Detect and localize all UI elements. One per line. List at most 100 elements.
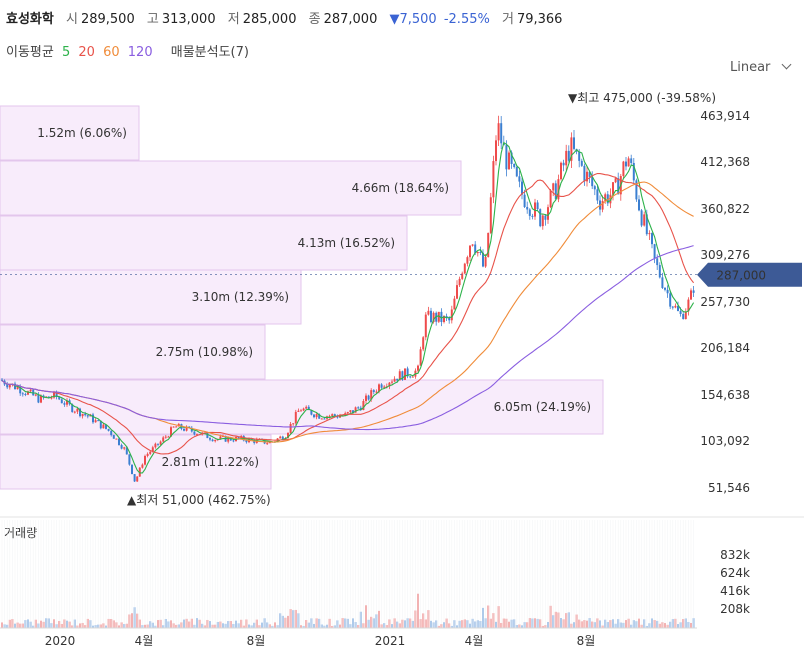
y-tick-label: 103,092 bbox=[700, 434, 750, 448]
candle-body bbox=[73, 411, 76, 413]
candle-body bbox=[294, 411, 297, 424]
candle-body bbox=[79, 408, 81, 417]
ma-label[interactable]: 이동평균 bbox=[6, 45, 54, 60]
candle-body bbox=[679, 310, 682, 314]
candle-body bbox=[219, 436, 222, 439]
candle-body bbox=[526, 206, 529, 210]
candle-body bbox=[396, 378, 399, 381]
candle-body bbox=[567, 150, 570, 161]
candle-body bbox=[586, 171, 588, 182]
candle-body bbox=[211, 439, 214, 442]
candle-body bbox=[622, 161, 625, 177]
volume-profile-label[interactable]: 매물분석도(7) bbox=[170, 45, 249, 60]
candle-body bbox=[120, 444, 123, 449]
candle-body bbox=[123, 447, 126, 449]
candle-body bbox=[684, 311, 687, 320]
candle-body bbox=[682, 313, 685, 320]
candle-body bbox=[435, 312, 438, 322]
candle-body bbox=[183, 428, 185, 431]
candle-body bbox=[118, 438, 120, 445]
scale-mode-dropdown[interactable]: Linear bbox=[730, 59, 791, 75]
candle-body bbox=[333, 414, 336, 416]
candle-body bbox=[34, 394, 37, 396]
candle-body bbox=[484, 256, 487, 267]
candle-body bbox=[482, 252, 484, 267]
candle-body bbox=[437, 311, 440, 322]
candle-body bbox=[450, 309, 453, 321]
candle-body bbox=[515, 167, 518, 177]
max-price-label: ▼최고 475,000 (-39.58%) bbox=[568, 91, 716, 105]
candle-body bbox=[489, 197, 492, 233]
y-tick-label: 154,638 bbox=[700, 388, 750, 402]
candle-body bbox=[175, 426, 178, 428]
candle-body bbox=[307, 406, 310, 411]
candle-body bbox=[510, 152, 513, 164]
candle-body bbox=[367, 395, 370, 400]
volume-profile-label: 2.75m (10.98%) bbox=[156, 345, 253, 359]
candle-body bbox=[227, 437, 230, 442]
candle-body bbox=[170, 427, 172, 437]
candle-body bbox=[105, 424, 107, 429]
candle-body bbox=[151, 447, 154, 452]
ma-60: 60 bbox=[103, 45, 120, 60]
candle-body bbox=[458, 278, 461, 286]
candle-body bbox=[487, 232, 490, 257]
candle-body bbox=[495, 140, 497, 162]
candle-body bbox=[328, 415, 331, 417]
y-tick-label: 412,368 bbox=[700, 155, 750, 169]
volume-tick-label: 624k bbox=[720, 566, 750, 580]
candle-body bbox=[531, 215, 534, 217]
candle-body bbox=[448, 317, 451, 321]
candle-body bbox=[430, 310, 432, 323]
volume-profile-bar bbox=[0, 215, 408, 271]
candle-body bbox=[365, 395, 367, 402]
candle-body bbox=[601, 200, 604, 210]
candle-body bbox=[557, 179, 560, 200]
candle-body bbox=[375, 391, 378, 393]
scale-mode-label: Linear bbox=[730, 60, 771, 75]
volume-profile-label: 4.13m (16.52%) bbox=[298, 236, 395, 250]
ma5-line bbox=[1, 141, 695, 474]
candle-body bbox=[94, 420, 97, 423]
x-tick-label: 8월 bbox=[577, 634, 596, 648]
volume-title: 거래량 bbox=[4, 526, 37, 540]
ma-120: 120 bbox=[127, 45, 153, 60]
candle-body bbox=[209, 438, 211, 440]
candle-body bbox=[154, 443, 157, 448]
x-tick-label: 2020 bbox=[45, 634, 76, 648]
low-value: 285,000 bbox=[242, 12, 297, 27]
candle-body bbox=[318, 414, 321, 419]
candle-body bbox=[323, 418, 326, 420]
candle-body bbox=[393, 378, 396, 382]
ma120-line bbox=[1, 245, 694, 431]
volume-profile-bar bbox=[0, 269, 302, 325]
candle-body bbox=[539, 209, 542, 227]
candle-body bbox=[521, 181, 523, 195]
candle-body bbox=[508, 152, 510, 170]
candle-body bbox=[588, 171, 591, 177]
candle-body bbox=[346, 412, 349, 414]
y-tick-label: 257,730 bbox=[700, 295, 750, 309]
candle-body bbox=[653, 244, 656, 259]
candle-body bbox=[573, 137, 575, 149]
candle-body bbox=[674, 305, 677, 308]
candle-body bbox=[466, 257, 469, 264]
x-tick-label: 8월 bbox=[247, 634, 266, 648]
candle-body bbox=[497, 123, 500, 141]
candle-body bbox=[617, 178, 620, 195]
candle-body bbox=[131, 464, 133, 475]
candle-body bbox=[411, 376, 414, 378]
candle-body bbox=[297, 410, 300, 412]
high-value: 313,000 bbox=[161, 12, 216, 27]
candle-body bbox=[648, 233, 651, 235]
candle-body bbox=[164, 436, 167, 438]
volume-value: 79,366 bbox=[516, 12, 563, 27]
candle-body bbox=[560, 162, 562, 180]
candle-body bbox=[417, 365, 419, 371]
candle-body bbox=[534, 202, 536, 217]
candle-body bbox=[362, 401, 365, 411]
candle-body bbox=[658, 265, 661, 278]
current-price-text: 287,000 bbox=[716, 269, 766, 283]
ma-legend: 이동평균 5 20 60 120 매물분석도(7) bbox=[6, 41, 253, 60]
